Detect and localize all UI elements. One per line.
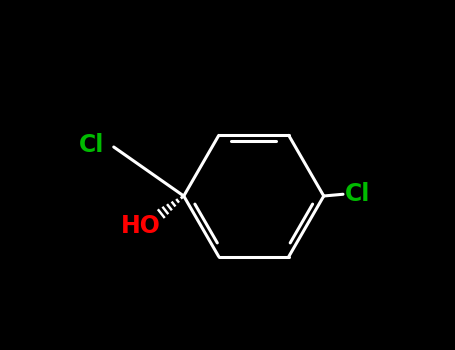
Text: HO: HO: [121, 214, 161, 238]
Text: Cl: Cl: [79, 133, 104, 157]
Text: Cl: Cl: [345, 182, 370, 206]
